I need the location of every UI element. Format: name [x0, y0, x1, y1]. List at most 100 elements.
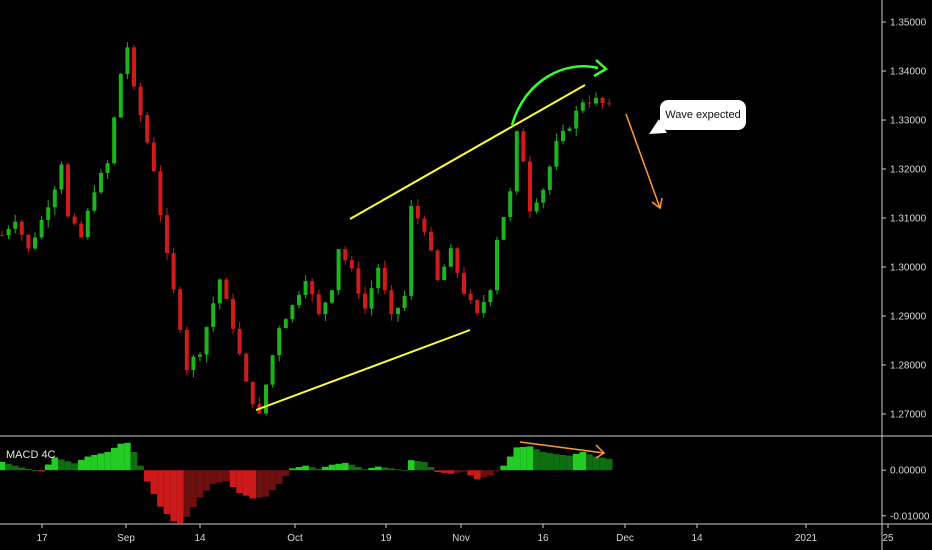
candle-body [389, 290, 394, 315]
green-curved-arrow [510, 65, 599, 126]
macd-bar [242, 470, 250, 496]
macd-bar [401, 470, 408, 471]
candle-body [323, 302, 328, 315]
macd-bar [295, 467, 303, 471]
price-tick-label: 1.34000 [890, 67, 927, 78]
macd-bar [493, 470, 501, 471]
macd-bar [533, 449, 540, 471]
candle-body [501, 217, 506, 240]
time-tick-label: 19 [380, 533, 392, 544]
candle-body [19, 221, 24, 235]
candle-body [72, 216, 77, 224]
candle-body [396, 307, 400, 315]
macd-bar [440, 470, 448, 473]
macd-bar [5, 463, 12, 471]
price-tick-label: 1.33000 [890, 116, 927, 127]
macd-bar [328, 464, 336, 471]
candle-body [46, 207, 51, 220]
macd-bar [566, 455, 573, 471]
candle-body [316, 294, 321, 315]
candle-body [171, 253, 176, 290]
macd-histogram [0, 442, 613, 524]
macd-bar [170, 470, 177, 522]
candle-body [541, 189, 546, 203]
candle-body [554, 141, 559, 167]
drawing-overlays [255, 59, 663, 459]
macd-bar [605, 458, 613, 471]
candle-body [217, 279, 222, 304]
candle-body [99, 172, 103, 193]
macd-bar [427, 467, 435, 471]
macd-bar [407, 460, 415, 471]
candle-body [382, 267, 387, 291]
time-tick-label: Sep [117, 533, 135, 544]
candle-body [158, 171, 163, 216]
candle-body [184, 329, 189, 370]
price-tick-label: 1.29000 [890, 311, 927, 322]
macd-bar [374, 466, 382, 471]
macd-bar [91, 454, 98, 471]
macd-bar [84, 456, 92, 471]
macd-bar [150, 470, 158, 495]
time-tick-label: Oct [287, 533, 303, 544]
candle-body [211, 303, 216, 328]
time-tick-label: Nov [452, 533, 470, 544]
macd-bar [104, 451, 111, 471]
macd-bar [275, 470, 283, 484]
macd-tick-label: 0.00000 [890, 466, 927, 477]
candle-body [145, 115, 150, 143]
candle-body [488, 290, 493, 303]
candle-body [138, 86, 143, 116]
macd-bar [414, 461, 422, 471]
macd-bar [487, 470, 494, 476]
macd-bar [599, 457, 606, 471]
candle-body [594, 97, 598, 104]
candle-body [132, 47, 136, 87]
macd-bar [117, 443, 125, 471]
candle-body [567, 128, 572, 131]
macd-bar [315, 468, 323, 471]
candle-body [270, 355, 275, 385]
macd-bar [592, 456, 600, 471]
macd-bar [110, 447, 118, 471]
candle-body [343, 249, 348, 261]
macd-bar [302, 465, 309, 471]
macd-bar [368, 467, 375, 471]
macd-bar [520, 446, 527, 471]
candle-body [514, 131, 519, 192]
macd-bar [559, 454, 567, 471]
candle-body [13, 221, 18, 229]
candle-body [0, 235, 4, 237]
macd-bar [190, 470, 197, 508]
macd-bar [157, 470, 164, 507]
green-arrow-head [593, 59, 609, 78]
candle-body [297, 294, 301, 306]
macd-bar [381, 467, 389, 471]
candle-body [231, 299, 235, 329]
macd-bar [183, 470, 191, 517]
macd-bar [262, 470, 270, 497]
macd-bar [289, 468, 296, 471]
price-tick-label: 1.32000 [890, 165, 927, 176]
candle-body [475, 300, 480, 314]
candle-body [118, 73, 123, 118]
lower-channel-line [255, 329, 471, 411]
macd-bar [143, 470, 151, 482]
macd-bar [130, 451, 138, 471]
price-tick-label: 1.35000 [890, 18, 927, 29]
macd-bar [579, 451, 587, 471]
time-tick-label: 14 [194, 533, 206, 544]
macd-bar [322, 466, 329, 471]
macd-bar [163, 470, 171, 514]
macd-bar [308, 467, 316, 471]
candle-body [448, 248, 453, 267]
macd-bar [124, 442, 131, 471]
price-tick-label: 1.31000 [890, 214, 927, 225]
candle-body [561, 130, 565, 142]
candle-body [508, 191, 513, 218]
macd-bar [44, 464, 52, 471]
candle-body [495, 239, 499, 291]
macd-bar [256, 470, 263, 498]
candle-body [26, 234, 31, 249]
